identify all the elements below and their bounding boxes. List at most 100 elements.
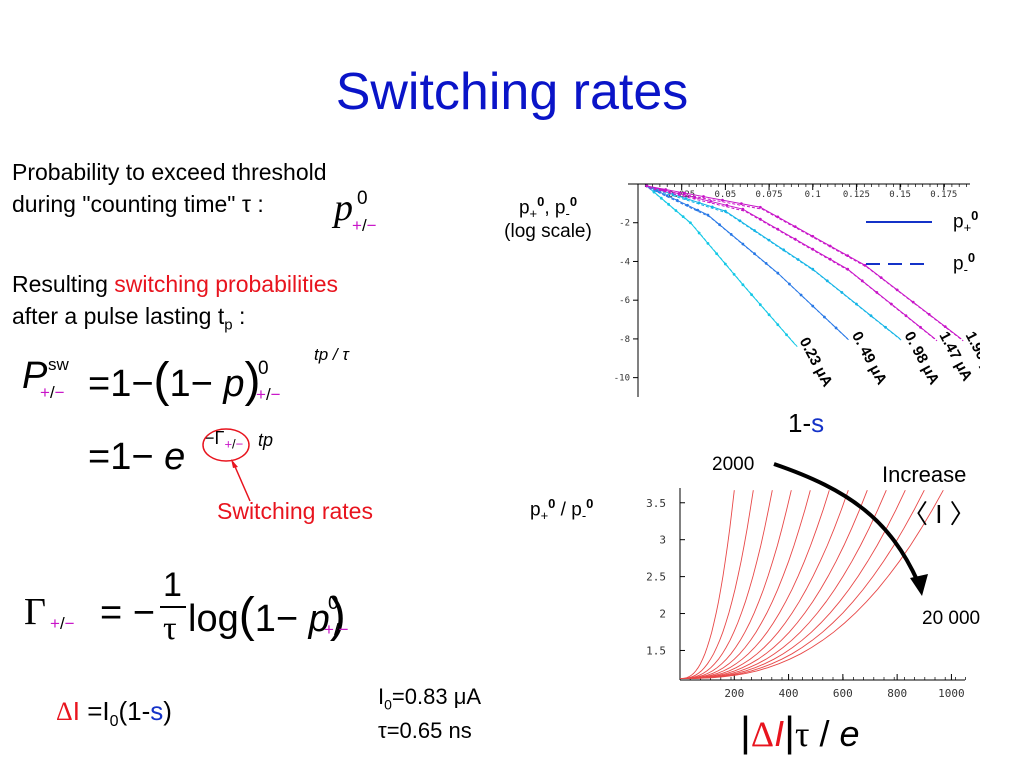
one-minus-s-label: 1-s	[788, 408, 825, 438]
top-chart-point	[834, 326, 838, 330]
p0-subscript: +/−	[352, 216, 377, 235]
top-chart-point	[869, 314, 873, 318]
result-line-2-text: after a pulse lasting t	[12, 303, 225, 329]
bottom-chart-x-tick-label: 800	[887, 687, 907, 700]
top-chart-point	[776, 271, 780, 275]
highlight-circle	[202, 428, 250, 462]
top-chart-point	[758, 205, 762, 209]
bottom-chart-y-tick-label: 1.5	[646, 644, 666, 657]
result-prefix: Resulting	[12, 271, 115, 297]
eq2-tp: tp	[258, 430, 274, 450]
top-chart-point	[702, 195, 705, 198]
top-chart-ylabel-1: p+0, p-0	[518, 194, 578, 222]
top-chart-point	[782, 248, 786, 252]
top-chart-series-line-dashed	[648, 187, 964, 342]
top-chart-axes: 0.025 0.05 0.075 0.1 0.125 0.15 0.175 -2 -4 -6 -8 -…	[614, 183, 970, 397]
top-chart-point	[811, 247, 815, 251]
result-highlight: switching probabilities	[114, 271, 339, 297]
top-chart-point	[709, 200, 713, 203]
top-chart-y-tick-label: -6	[619, 296, 630, 306]
top-chart-point	[846, 254, 850, 258]
top-chart-point	[674, 209, 678, 212]
top-chart-point	[840, 291, 844, 294]
bottom-chart-axes: 200 400 600 800 1000 1.5 2 2.5 3 3.5	[646, 488, 966, 700]
top-chart-point	[863, 263, 867, 267]
eq3-zero: 0	[328, 593, 339, 614]
i0-value: I0=0.83 μA	[378, 684, 482, 713]
top-chart-point	[919, 325, 922, 329]
p0-superscript: 0	[357, 188, 368, 209]
top-chart-point	[689, 221, 692, 225]
top-chart-point	[846, 267, 850, 271]
top-chart-point	[729, 232, 733, 236]
bottom-chart-y-tick-label: 2	[659, 608, 666, 621]
top-chart-x-tick-label: 0.1	[805, 190, 821, 200]
top-chart-point	[785, 333, 788, 337]
increase-arrowhead	[910, 574, 928, 596]
top-chart-point	[855, 302, 858, 306]
eq2-exponent: −Γ+/−	[204, 428, 244, 452]
top-chart-point	[686, 203, 689, 207]
bottom-chart-y-tick-label: 3.5	[646, 497, 666, 510]
top-chart-series-line	[646, 185, 849, 340]
result-text: Resulting switching probabilities after …	[12, 268, 338, 342]
top-chart-point	[696, 208, 700, 212]
bottom-chart-series-line	[680, 489, 944, 679]
eq1-pm2: +/−	[256, 385, 281, 404]
top-chart-point	[828, 244, 832, 248]
top-chart-point	[884, 325, 887, 329]
bottom-chart-x-tick-label: 400	[779, 687, 799, 700]
bottom-chart-y-tick-label: 2.5	[646, 571, 666, 584]
top-chart-point	[659, 196, 663, 200]
top-chart-point	[706, 241, 710, 245]
top-chart-point	[706, 213, 710, 217]
eq3-gamma: Γ	[24, 591, 46, 633]
top-chart-point	[753, 229, 756, 232]
top-chart-x-tick-label: 0.05	[715, 190, 737, 200]
eq1-zero: 0	[258, 358, 269, 379]
top-chart-point	[927, 312, 931, 316]
top-chart-point	[767, 238, 771, 242]
increase-label: Increase	[882, 462, 967, 487]
bottom-chart-x-tick-label: 600	[833, 687, 853, 700]
top-chart-point	[667, 202, 670, 206]
bottom-axis-label: |ΔI|τ / e	[740, 708, 860, 755]
eq3-tau: τ	[163, 610, 177, 647]
eq3-one: 1	[163, 566, 182, 604]
slide-title: Switching rates	[335, 63, 689, 121]
eq3-pm: +/−	[50, 614, 75, 633]
eq1-pm: +/−	[40, 383, 65, 402]
tau-value: τ=0.65 ns	[378, 718, 472, 743]
top-chart-point	[738, 219, 742, 223]
top-chart-point	[750, 293, 753, 297]
top-chart-point	[741, 283, 745, 287]
top-chart-point	[725, 203, 729, 207]
top-chart-point	[889, 302, 893, 306]
intro-line-1: Probability to exceed threshold	[12, 159, 327, 185]
top-chart-series-labels: 0.23 μA 0. 49 μA 0. 98 μA1.47 μA1.96 μA	[796, 329, 980, 390]
top-chart-point	[697, 201, 701, 205]
bottom-chart-ylabel: p+0 / p-0	[530, 496, 594, 524]
top-chart-x-tick-label: 0.025	[668, 190, 695, 200]
bottom-chart-series-line	[680, 490, 792, 679]
bottom-chart-series-line	[680, 490, 811, 679]
top-chart-series-line-dashed	[648, 187, 938, 342]
bottom-chart-x-tick-label: 200	[724, 687, 744, 700]
eq3-eq: = −	[100, 592, 155, 634]
top-chart-point	[683, 191, 686, 195]
eq1-P: P	[22, 355, 48, 397]
top-chart-point	[793, 225, 797, 228]
top-chart-point	[895, 288, 899, 292]
top-chart-point	[723, 209, 727, 213]
eq2-body: =1− e	[88, 436, 186, 478]
top-chart-point	[825, 279, 829, 283]
top-chart-point	[799, 293, 803, 297]
top-chart-point	[776, 215, 780, 219]
top-chart-point	[764, 261, 768, 265]
result-line-2: after a pulse lasting tp :	[12, 300, 338, 342]
top-chart-point	[943, 325, 947, 329]
top-chart-point	[911, 300, 915, 304]
top-chart-point	[776, 323, 780, 327]
top-chart-point	[681, 215, 685, 218]
label-2000: 2000	[712, 454, 755, 475]
